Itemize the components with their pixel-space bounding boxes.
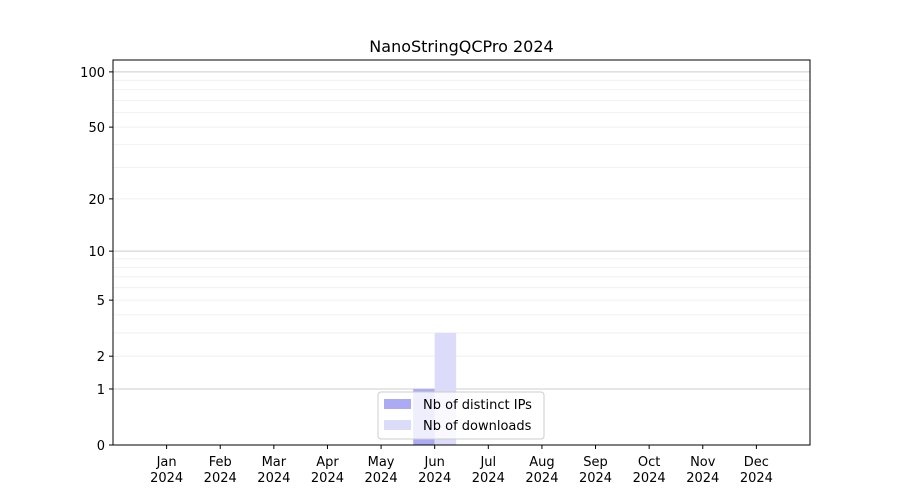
x-tick-label: Apr 2024 <box>311 455 344 486</box>
plot-frame <box>112 59 811 446</box>
y-tick-label: 10 <box>88 245 105 260</box>
legend-box <box>377 391 545 440</box>
x-tick-label: Mar 2024 <box>257 455 290 486</box>
y-tick-label: 50 <box>88 121 105 136</box>
x-tick-label: Aug 2024 <box>525 455 558 486</box>
x-tick-label: Nov 2024 <box>686 455 719 486</box>
legend-swatch <box>384 420 411 430</box>
x-tick-label: May 2024 <box>365 455 398 486</box>
chart-title: NanoStringQCPro 2024 <box>369 37 553 56</box>
y-tick-label: 20 <box>88 193 105 208</box>
y-tick-label: 0 <box>97 439 105 454</box>
x-tick-label: Jul 2024 <box>472 455 505 486</box>
y-tick-label: 1 <box>97 383 105 398</box>
y-tick-label: 100 <box>80 66 105 81</box>
legend-label: Nb of downloads <box>423 419 532 434</box>
x-tick-label: Feb 2024 <box>204 455 237 486</box>
y-tick-label: 5 <box>97 294 105 309</box>
x-tick-label: Jun 2024 <box>418 455 451 486</box>
legend: Nb of distinct IPs Nb of downloads <box>377 391 545 440</box>
legend-swatch <box>384 399 411 409</box>
x-tick-label: Jan 2024 <box>150 455 183 486</box>
x-tick-label: Sep 2024 <box>579 455 612 486</box>
x-tick-label: Dec 2024 <box>740 455 773 486</box>
x-tick-label: Oct 2024 <box>633 455 666 486</box>
y-tick-label: 2 <box>97 350 105 365</box>
legend-label: Nb of distinct IPs <box>423 398 532 413</box>
